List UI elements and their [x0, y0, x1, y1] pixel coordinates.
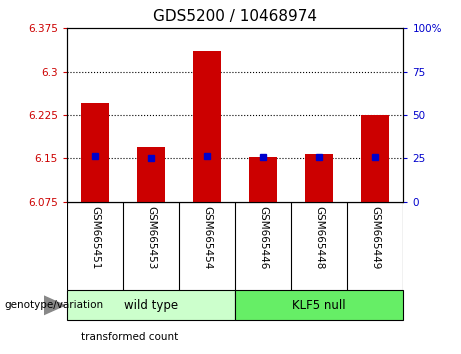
Bar	[249, 157, 277, 202]
Bar	[305, 154, 333, 202]
Bar	[361, 115, 390, 202]
Bar	[81, 103, 109, 202]
Text: GSM665451: GSM665451	[90, 206, 100, 270]
Text: GSM665449: GSM665449	[370, 206, 380, 270]
Text: KLF5 null: KLF5 null	[292, 299, 346, 312]
Text: GSM665454: GSM665454	[202, 206, 212, 270]
Title: GDS5200 / 10468974: GDS5200 / 10468974	[153, 9, 317, 24]
Bar	[67, 290, 235, 320]
Bar	[235, 290, 403, 320]
Text: GSM665448: GSM665448	[314, 206, 324, 270]
Text: wild type: wild type	[124, 299, 178, 312]
Polygon shape	[44, 296, 65, 315]
Bar	[137, 147, 165, 202]
Text: genotype/variation: genotype/variation	[5, 300, 104, 310]
Text: GSM665453: GSM665453	[146, 206, 156, 270]
Bar	[193, 51, 221, 202]
Text: transformed count: transformed count	[81, 332, 178, 342]
Text: GSM665446: GSM665446	[258, 206, 268, 270]
